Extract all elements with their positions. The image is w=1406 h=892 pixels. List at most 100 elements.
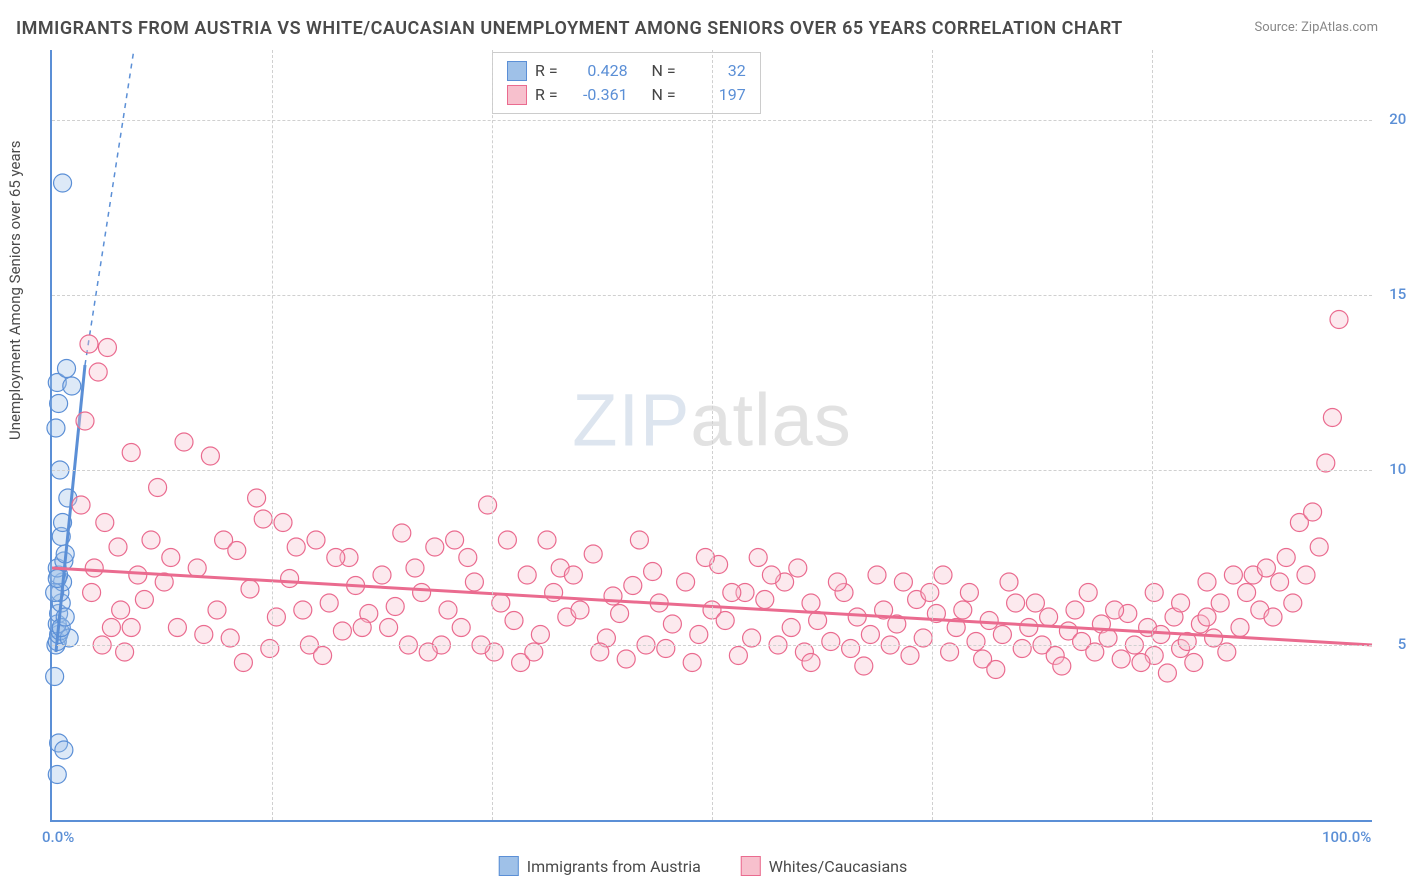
data-point — [611, 605, 629, 623]
data-point — [1297, 566, 1315, 584]
gridline-v — [932, 50, 933, 820]
data-point — [1264, 608, 1282, 626]
data-point — [254, 510, 272, 528]
data-point — [85, 559, 103, 577]
data-point — [393, 524, 411, 542]
data-point — [314, 647, 332, 665]
data-point — [274, 514, 292, 532]
data-point — [901, 647, 919, 665]
data-point — [48, 766, 66, 784]
data-point — [1145, 584, 1163, 602]
data-point — [1066, 601, 1084, 619]
data-point — [630, 531, 648, 549]
data-point — [58, 360, 76, 378]
data-point — [162, 549, 180, 567]
data-point — [802, 594, 820, 612]
data-point — [465, 573, 483, 591]
data-point — [967, 633, 985, 651]
data-point — [135, 591, 153, 609]
data-point — [72, 496, 90, 514]
data-point — [307, 531, 325, 549]
data-point — [1172, 594, 1190, 612]
data-point — [1198, 608, 1216, 626]
data-point — [241, 580, 259, 598]
data-point — [894, 573, 912, 591]
data-point — [234, 654, 252, 672]
data-point — [802, 654, 820, 672]
data-point — [1284, 594, 1302, 612]
series-1-label: Whites/Caucasians — [769, 857, 907, 876]
data-point — [327, 549, 345, 567]
data-point — [729, 647, 747, 665]
gridline-v — [712, 50, 713, 820]
data-point — [446, 531, 464, 549]
data-point — [518, 566, 536, 584]
data-point — [756, 591, 774, 609]
data-point — [677, 573, 695, 591]
data-point — [413, 584, 431, 602]
data-point — [617, 650, 635, 668]
data-point — [426, 538, 444, 556]
data-point — [228, 542, 246, 560]
y-axis-title: Unemployment Among Seniors over 65 years — [6, 141, 24, 440]
y-tick-label: 20.0% — [1389, 110, 1406, 128]
data-point — [142, 531, 160, 549]
y-tick-label: 15.0% — [1389, 285, 1406, 303]
data-point — [1158, 664, 1176, 682]
legend-swatch-pink — [741, 856, 761, 876]
data-point — [762, 566, 780, 584]
data-point — [63, 377, 81, 395]
data-point — [683, 654, 701, 672]
data-point — [1040, 608, 1058, 626]
data-point — [452, 619, 470, 637]
data-point — [531, 626, 549, 644]
data-point — [479, 496, 497, 514]
data-point — [459, 549, 477, 567]
plot-area: ZIPatlas R = 0.428 N = 32 R = -0.361 N =… — [50, 50, 1372, 822]
data-point — [1198, 573, 1216, 591]
data-point — [538, 531, 556, 549]
trend-line-extrapolated — [85, 50, 134, 365]
data-point — [333, 622, 351, 640]
data-point — [1277, 549, 1295, 567]
data-point — [1224, 566, 1242, 584]
data-point — [663, 615, 681, 633]
data-point — [122, 444, 140, 462]
data-point — [657, 640, 675, 658]
data-point — [1211, 594, 1229, 612]
data-point — [47, 419, 65, 437]
data-point — [861, 626, 879, 644]
data-point — [55, 741, 73, 759]
data-point — [1231, 619, 1249, 637]
data-point — [492, 594, 510, 612]
data-point — [294, 601, 312, 619]
data-point — [498, 531, 516, 549]
series-0-label: Immigrants from Austria — [527, 857, 701, 876]
bottom-legend-item-0: Immigrants from Austria — [499, 856, 701, 876]
data-point — [195, 626, 213, 644]
data-point — [1257, 559, 1275, 577]
data-point — [406, 559, 424, 577]
data-point — [439, 601, 457, 619]
data-point — [373, 566, 391, 584]
data-point — [1020, 619, 1038, 637]
data-point — [1310, 538, 1328, 556]
data-point — [188, 559, 206, 577]
x-tick-label: 100.0% — [1322, 828, 1371, 846]
data-point — [98, 339, 116, 357]
data-point — [46, 668, 64, 686]
data-point — [1132, 654, 1150, 672]
data-point — [129, 566, 147, 584]
data-point — [1053, 657, 1071, 675]
data-point — [690, 626, 708, 644]
data-point — [1185, 654, 1203, 672]
gridline-v — [1152, 50, 1153, 820]
data-point — [1304, 503, 1322, 521]
data-point — [201, 447, 219, 465]
data-point — [1007, 594, 1025, 612]
data-point — [353, 619, 371, 637]
data-point — [1106, 601, 1124, 619]
data-point — [749, 549, 767, 567]
data-point — [571, 601, 589, 619]
data-point — [828, 573, 846, 591]
